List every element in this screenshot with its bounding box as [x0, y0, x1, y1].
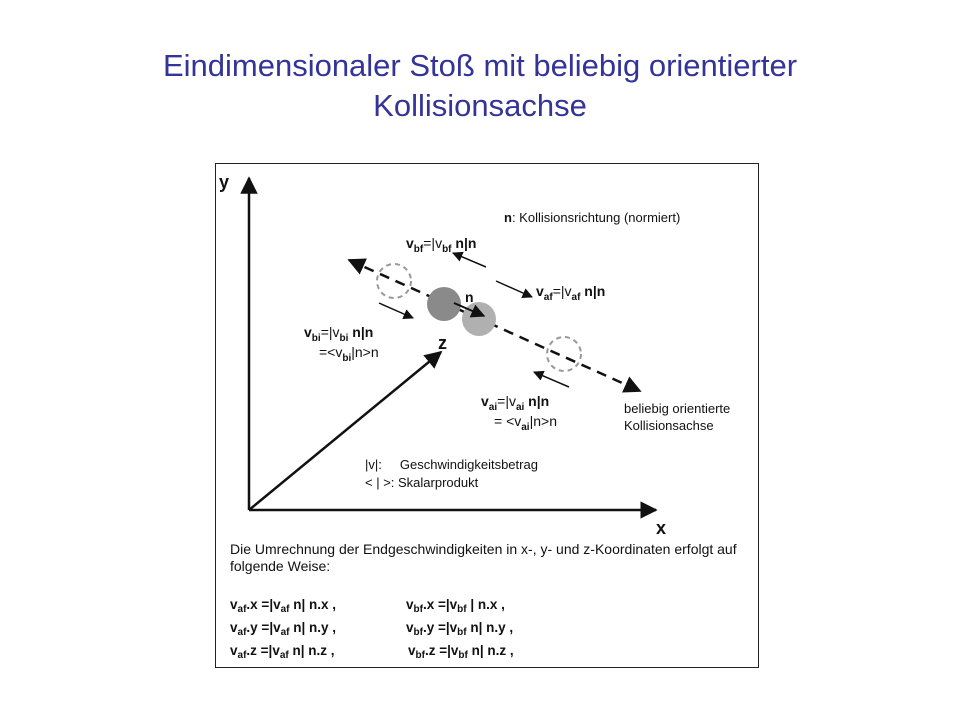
collision-axis-caption-1: beliebig orientierte: [624, 401, 730, 416]
initial-position-b: [376, 263, 412, 299]
slide-title: Eindimensionaler Stoß mit beliebig orien…: [0, 46, 960, 126]
z-axis-label: z: [438, 333, 447, 353]
legend-magnitude: |v|: Geschwindigkeitsbetrag: [365, 457, 538, 472]
y-axis-label: y: [219, 172, 229, 192]
initial-position-a: [546, 336, 582, 372]
conversion-paragraph: Die Umrechnung der Endgeschwindigkeiten …: [230, 541, 737, 574]
v-bf-arrow: [452, 251, 487, 268]
v-ai-label-line2: = <vai|n>n: [494, 413, 557, 433]
v-ai-arrow: [533, 370, 570, 388]
title-line-2: Kollisionsachse: [373, 88, 587, 123]
v-af-label: vaf=|vaf n|n: [536, 283, 605, 303]
formula-v-af-y: vaf.y =|vaf n| n.y ,: [230, 620, 337, 638]
v-bf-label: vbf=|vbf n|n: [406, 235, 476, 255]
formula-v-bf-z: vbf.z =|vbf n| n.z ,: [408, 643, 514, 661]
v-bi-label: vbi=|vbi n|n: [304, 324, 373, 344]
n-vector-label: n: [465, 289, 474, 305]
x-axis-label: x: [656, 518, 666, 538]
formula-v-bf-y: vbf.y =|vbf n| n.y ,: [406, 620, 514, 638]
diagram-canvas: y x z n n: Kollisionsrichtung (normiert)…: [219, 172, 730, 538]
ball-a: [462, 302, 496, 336]
v-bi-label-line2: =<vbi|n>n: [319, 344, 379, 364]
normal-vector-n: [453, 302, 486, 318]
n-description: n: Kollisionsrichtung (normiert): [504, 210, 680, 225]
formula-v-bf-x: vbf.x =|vbf | n.x ,: [406, 597, 505, 615]
title-line-1: Eindimensionaler Stoß mit beliebig orien…: [162, 48, 798, 83]
formula-v-af-z: vaf.z =|vaf n| n.z ,: [230, 643, 335, 661]
v-af-arrow: [495, 280, 533, 298]
formula-v-af-x: vaf.x =|vaf n| n.x ,: [230, 597, 337, 615]
collision-diagram: y x z n n: Kollisionsrichtung (normiert)…: [215, 163, 759, 668]
v-ai-label: vai=|vai n|n: [481, 393, 549, 413]
legend-scalar-product: < | >: Skalarprodukt: [365, 475, 479, 490]
v-bi-arrow: [378, 302, 414, 319]
collision-axis-caption-2: Kollisionsachse: [624, 418, 714, 433]
ball-b: [427, 287, 461, 321]
